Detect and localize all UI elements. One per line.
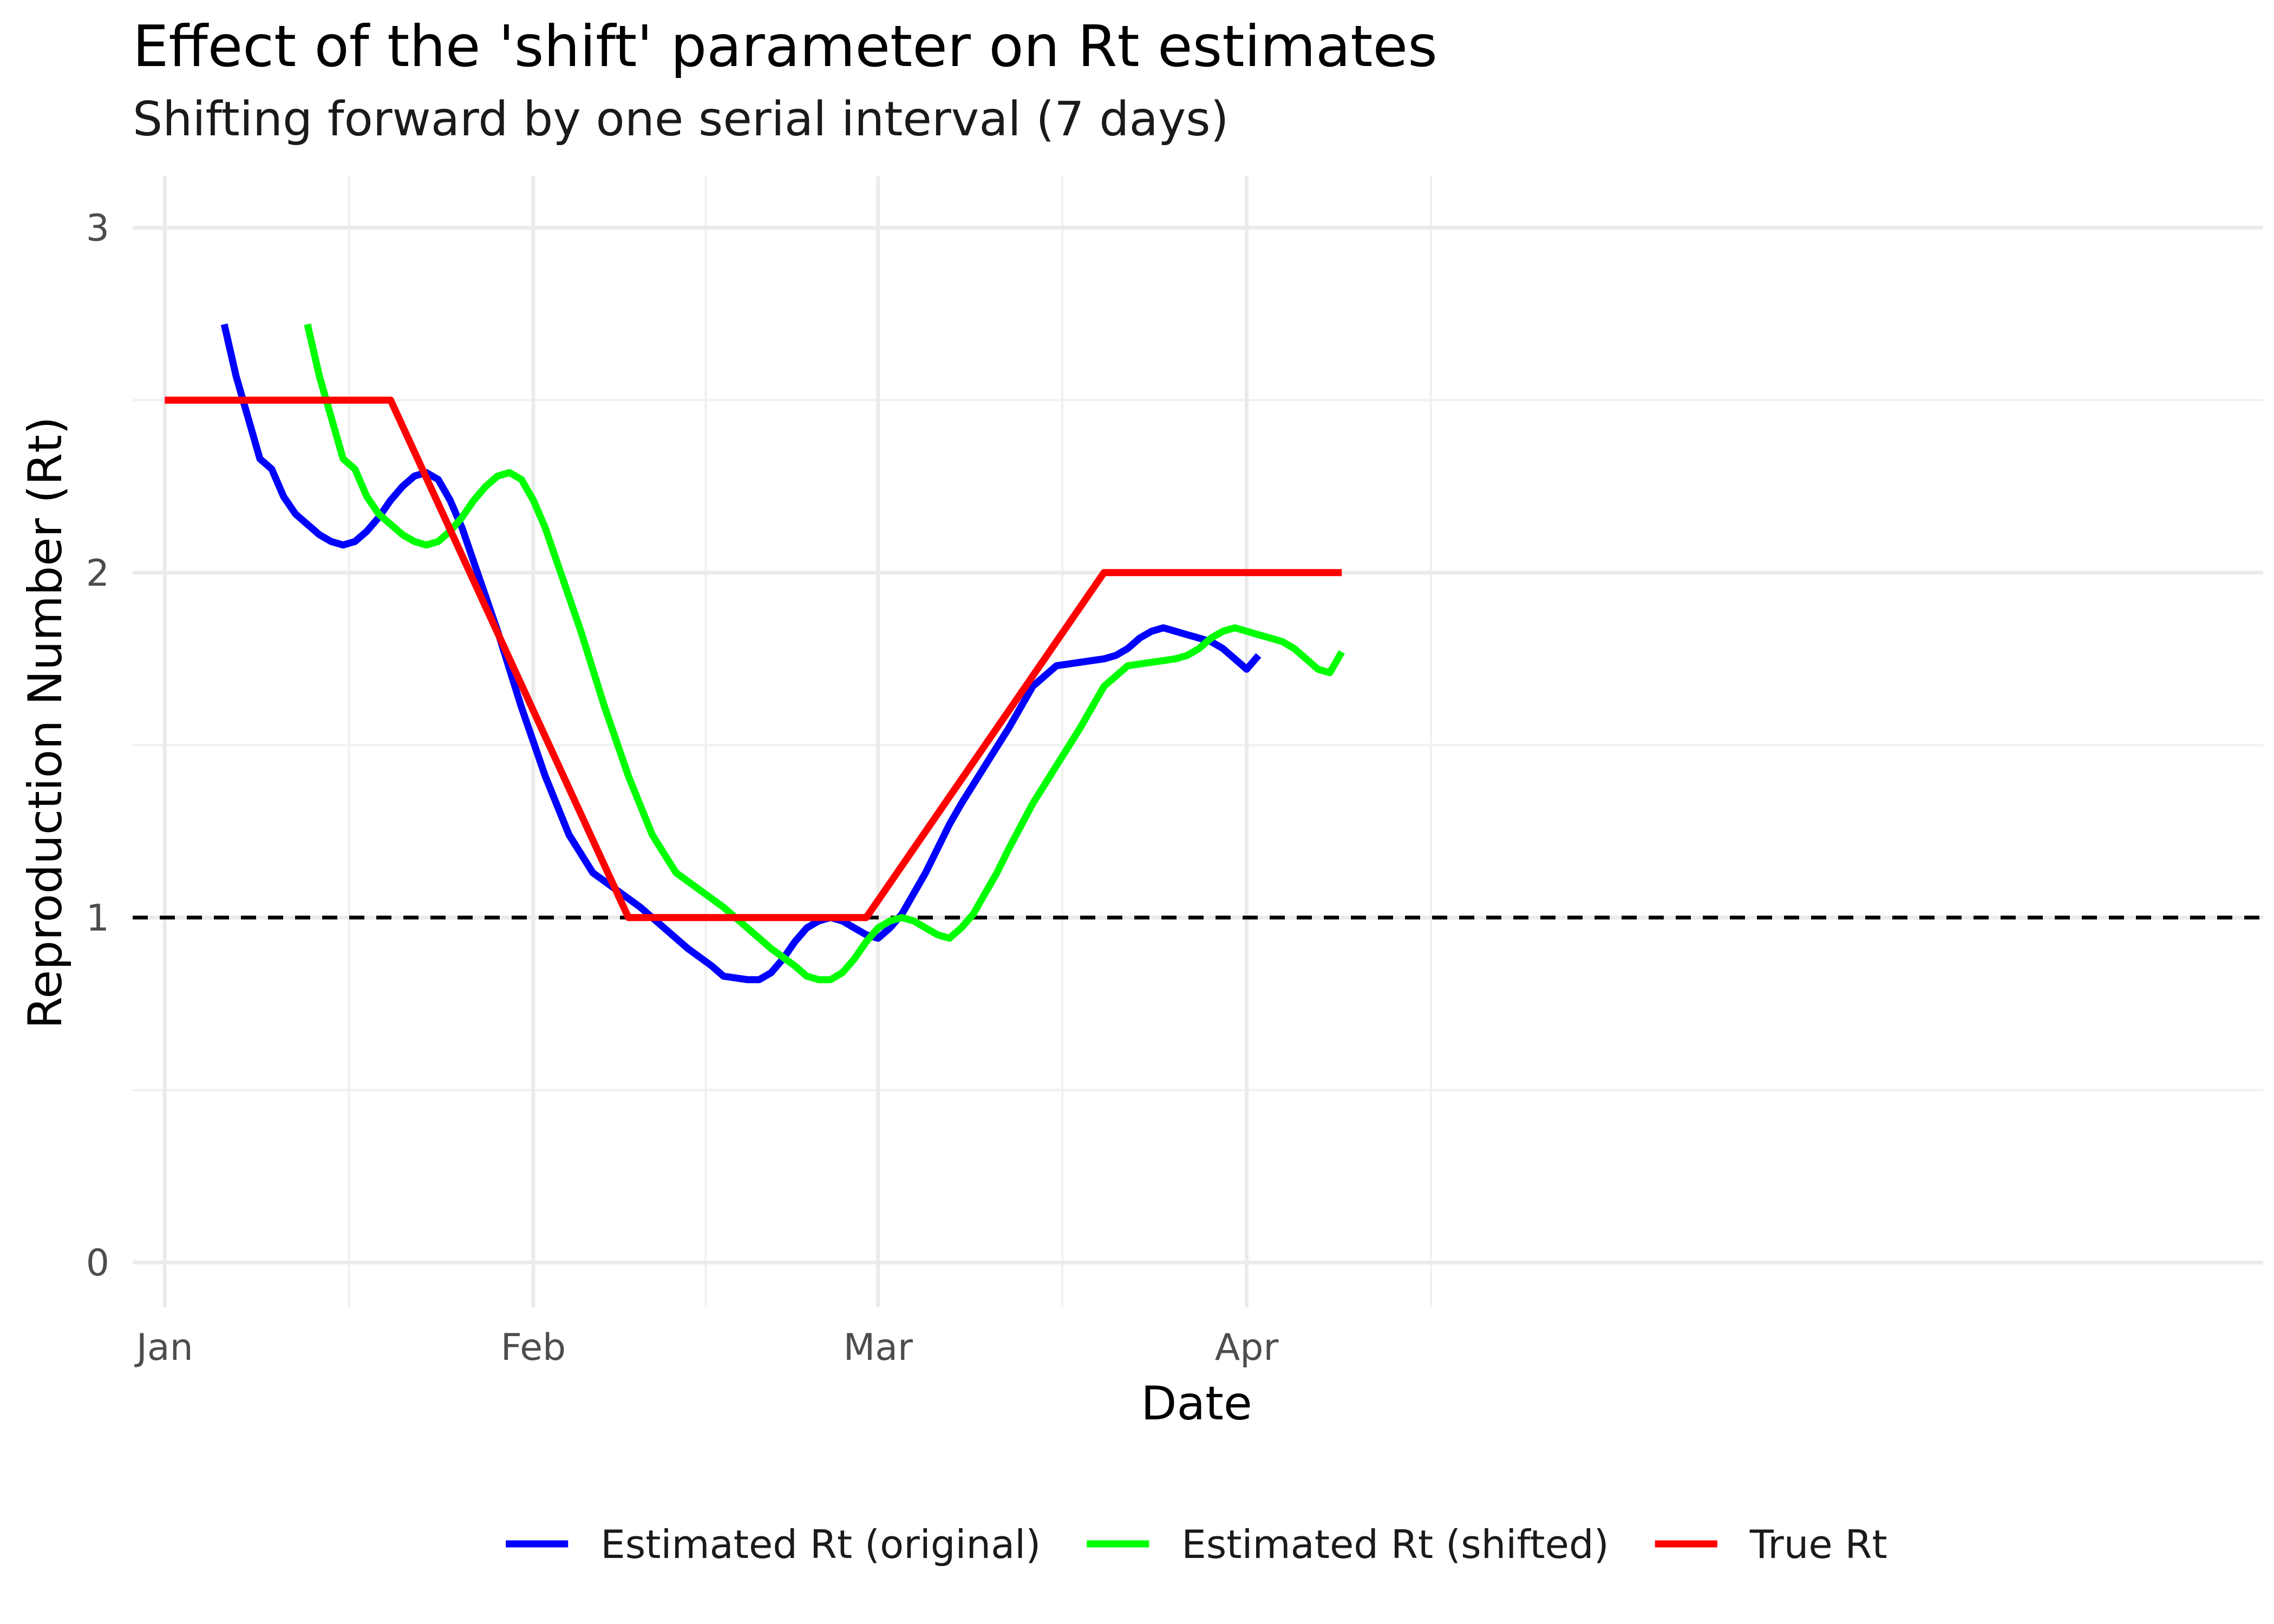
y-tick-label-0: 0 [86,1242,109,1285]
chart-subtitle: Shifting forward by one serial interval … [133,91,1229,147]
series-line-1 [304,323,1345,984]
legend: Estimated Rt (original) Estimated Rt (shi… [506,1522,1887,1567]
legend-label-0: Estimated Rt (original) [600,1522,1041,1567]
series-line-0 [220,323,1262,984]
x-tick-label-3: Apr [1215,1326,1279,1369]
x-tick-label-0: Jan [134,1326,193,1369]
y-axis-tick-labels: 0 1 2 3 [86,207,109,1285]
legend-label-2: True Rt [1749,1522,1887,1567]
chart-title: Effect of the 'shift' parameter on Rt es… [133,14,1437,80]
y-tick-label-2: 2 [86,552,109,595]
minor-gridlines [133,176,2263,1307]
y-tick-label-3: 3 [86,207,109,250]
x-axis-tick-labels: Jan Feb Mar Apr [134,1326,1279,1369]
x-axis-title: Date [1141,1377,1252,1431]
y-tick-label-1: 1 [86,897,109,940]
x-tick-label-2: Mar [844,1326,913,1369]
x-tick-label-1: Feb [501,1326,566,1369]
y-axis-title: Reproduction Number (Rt) [18,416,73,1029]
series-lines [165,323,1345,984]
major-gridlines [133,176,2263,1307]
legend-label-1: Estimated Rt (shifted) [1181,1522,1609,1567]
series-line-2 [165,396,1342,921]
